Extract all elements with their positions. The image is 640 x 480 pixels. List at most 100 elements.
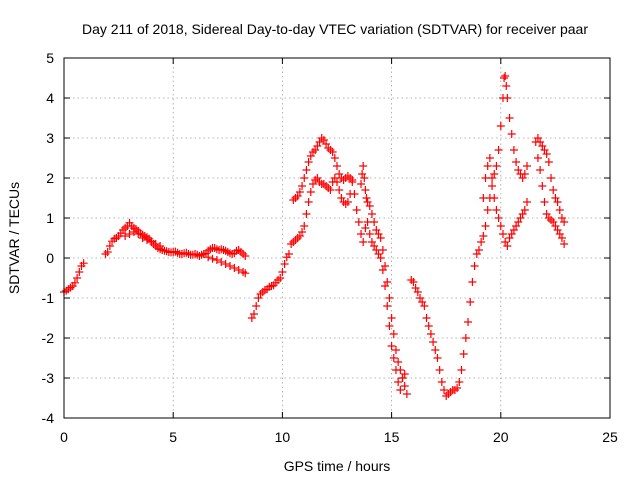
data-point	[433, 354, 442, 362]
data-point	[295, 188, 304, 196]
data-point	[422, 314, 431, 322]
data-point	[300, 174, 309, 182]
data-point	[350, 190, 359, 198]
data-point	[542, 150, 551, 158]
y-axis-label: SDTVAR / TECUs	[6, 182, 22, 294]
data-point	[396, 386, 405, 394]
data-point	[505, 114, 514, 122]
data-point	[481, 222, 490, 230]
x-tick-labels: 0 5 10 15 20 25	[60, 429, 618, 445]
data-point	[298, 182, 307, 190]
data-point	[359, 162, 368, 170]
data-point	[304, 158, 313, 166]
data-point	[276, 274, 285, 282]
data-point	[326, 186, 335, 194]
data-point	[138, 234, 147, 242]
data-point	[544, 158, 553, 166]
data-point	[105, 242, 114, 250]
x-tick-label: 0	[60, 429, 68, 445]
data-point	[70, 278, 79, 287]
data-point	[420, 302, 429, 310]
data-point	[147, 238, 156, 246]
data-point	[483, 162, 492, 170]
data-point	[298, 228, 307, 236]
data-point	[424, 322, 433, 330]
data-point	[394, 378, 403, 386]
data-point	[431, 346, 440, 354]
x-tick-label: 25	[602, 429, 618, 445]
data-point	[363, 218, 372, 226]
data-point	[507, 130, 516, 138]
data-point	[536, 166, 545, 174]
data-point	[387, 342, 396, 350]
data-point	[466, 298, 475, 306]
data-point	[426, 330, 435, 338]
data-point	[234, 266, 243, 274]
x-tick-label: 5	[169, 429, 177, 445]
data-point	[435, 366, 444, 374]
data-point	[241, 269, 250, 278]
data-point	[142, 236, 151, 244]
data-point	[540, 198, 549, 206]
x-tick-label: 15	[384, 429, 400, 445]
data-point	[306, 188, 315, 196]
data-point	[361, 186, 370, 194]
data-point	[204, 253, 213, 262]
data-point	[461, 334, 470, 342]
data-point	[103, 248, 112, 256]
data-point	[385, 322, 394, 330]
data-point	[477, 238, 486, 246]
data-point	[79, 259, 88, 268]
data-point	[343, 198, 352, 206]
data-point	[474, 246, 483, 254]
data-point	[502, 82, 511, 90]
data-point	[409, 278, 418, 286]
data-point	[230, 264, 239, 272]
data-point	[547, 174, 556, 182]
data-point	[73, 274, 82, 282]
data-point	[225, 262, 234, 270]
data-point	[333, 178, 341, 186]
data-point	[501, 72, 510, 80]
data-point	[381, 282, 390, 290]
data-point	[492, 206, 501, 214]
data-point	[488, 182, 497, 190]
y-tick-label: 1	[46, 210, 54, 226]
data-point	[359, 238, 368, 246]
data-point	[278, 268, 287, 276]
x-axis-label: GPS time / hours	[284, 458, 391, 474]
data-point	[483, 206, 492, 214]
data-point	[468, 278, 477, 286]
data-point	[437, 378, 446, 386]
data-point	[367, 210, 376, 218]
data-point	[151, 240, 160, 248]
y-tick-label: 0	[46, 250, 54, 266]
data-point	[496, 122, 505, 130]
data-point	[500, 74, 509, 82]
data-point	[402, 390, 411, 398]
x-tick-label: 10	[275, 429, 291, 445]
data-point	[357, 180, 366, 188]
data-point	[300, 222, 309, 230]
data-point	[459, 350, 468, 358]
data-point	[560, 240, 569, 248]
data-point	[520, 170, 529, 178]
data-point	[455, 378, 464, 386]
data-point	[453, 384, 462, 392]
y-tick-label: 2	[46, 170, 54, 186]
data-point	[494, 214, 503, 222]
data-point	[121, 232, 130, 240]
data-point	[328, 148, 337, 156]
data-point	[129, 228, 138, 236]
data-point	[365, 230, 374, 238]
plot-frame	[63, 57, 611, 419]
data-point	[496, 222, 505, 230]
data-point	[488, 174, 497, 182]
data-point	[125, 230, 134, 238]
data-point	[394, 358, 403, 366]
data-point	[333, 162, 341, 170]
data-point	[360, 174, 369, 182]
y-tick-label: -1	[42, 290, 55, 306]
